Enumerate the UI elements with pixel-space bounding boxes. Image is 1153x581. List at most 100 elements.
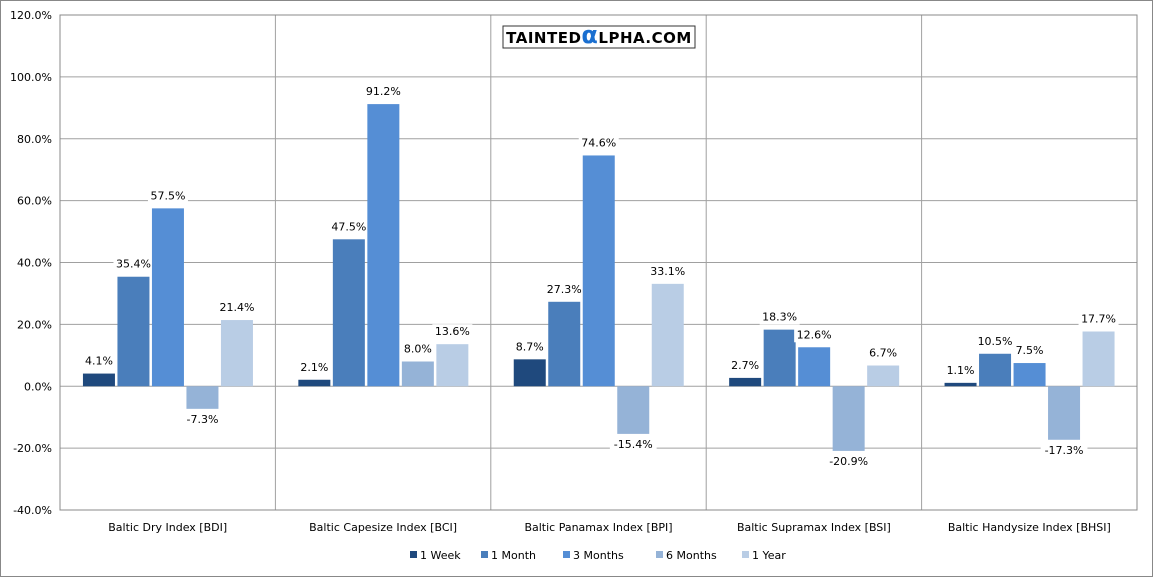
data-label: -20.9% [829, 455, 868, 468]
data-label: 91.2% [366, 85, 401, 98]
legend-label: 1 Week [420, 549, 461, 562]
bar-1-week [82, 373, 115, 387]
data-label-bg [363, 84, 404, 100]
data-label: 1.1% [947, 364, 975, 377]
data-label: 47.5% [331, 220, 366, 233]
y-tick-label: 60.0% [17, 195, 52, 208]
y-tick-label: -20.0% [13, 442, 52, 455]
data-label-bg [147, 188, 188, 204]
y-tick-label: 80.0% [17, 133, 52, 146]
logo-box [502, 25, 696, 49]
data-label: 4.1% [85, 355, 113, 368]
legend-label: 6 Months [666, 549, 717, 562]
data-label-bg [82, 353, 116, 369]
data-label: 2.1% [300, 361, 328, 374]
data-label: 21.4% [219, 301, 254, 314]
data-label: 6.7% [869, 347, 897, 360]
bar-1-week [513, 359, 546, 387]
data-label: -17.3% [1045, 444, 1084, 457]
data-label-bg [328, 219, 369, 235]
data-label: 2.7% [731, 359, 759, 372]
data-label-bg [866, 345, 900, 361]
data-label: 74.6% [581, 136, 616, 149]
bar-1-year [436, 344, 469, 387]
bar-3-months [151, 208, 184, 387]
bar-3-months [582, 155, 615, 387]
bar-6-months [617, 386, 650, 434]
data-label-bg [432, 324, 473, 340]
bar-1-month [979, 353, 1012, 387]
bar-1-year [220, 320, 253, 387]
logo: TAINTEDαLPHA.COM [502, 21, 696, 49]
data-label: 27.3% [547, 283, 582, 296]
logo-text: TAINTEDαLPHA.COM [506, 21, 692, 49]
y-tick-label: 0.0% [24, 380, 52, 393]
legend-swatch [656, 551, 663, 558]
legend-label: 1 Year [752, 549, 786, 562]
legend-label: 3 Months [573, 549, 624, 562]
bar-1-month [763, 329, 796, 387]
data-label-bg [647, 263, 688, 279]
plot-area [59, 14, 1138, 511]
data-label: 8.7% [516, 340, 544, 353]
data-label: 13.6% [435, 325, 470, 338]
data-label: 8.0% [404, 343, 432, 356]
bar-3-months [798, 347, 831, 387]
data-label: 17.7% [1081, 312, 1116, 325]
data-label: 57.5% [150, 189, 185, 202]
bar-3-months [367, 104, 400, 387]
legend-swatch [563, 551, 570, 558]
data-label: 10.5% [978, 335, 1013, 348]
bar-1-month [548, 301, 581, 387]
data-label: 7.5% [1016, 344, 1044, 357]
bar-6-months [1048, 386, 1081, 440]
y-tick-label: 40.0% [17, 257, 52, 270]
data-label-bg [113, 256, 154, 272]
data-label-bg [794, 327, 835, 343]
legend-swatch [742, 551, 749, 558]
bar-1-week [944, 382, 977, 387]
data-label-bg [297, 359, 331, 375]
x-tick-label: Baltic Supramax Index [BSI] [737, 521, 891, 534]
data-label-bg [578, 135, 619, 151]
bar-1-year [867, 365, 900, 387]
data-label-bg [975, 333, 1016, 349]
bar-1-week [298, 379, 331, 387]
bar-6-months [186, 386, 219, 409]
legend-swatch [481, 551, 488, 558]
bar-3-months [1013, 363, 1046, 387]
y-tick-label: 20.0% [17, 318, 52, 331]
data-label-bg [825, 453, 873, 469]
data-label-bg [943, 362, 978, 378]
data-label-bg [759, 309, 800, 325]
data-label: -15.4% [614, 438, 653, 451]
x-tick-label: Baltic Panamax Index [BPI] [524, 521, 672, 534]
legend-label: 1 Month [491, 549, 536, 562]
bar-6-months [401, 361, 434, 387]
bar-6-months [832, 386, 865, 451]
data-label-bg [1078, 311, 1119, 327]
data-label-bg [728, 357, 762, 373]
y-tick-label: 120.0% [10, 9, 52, 22]
data-label-bg [182, 411, 223, 427]
data-label: 18.3% [762, 311, 797, 324]
y-tick-label: -40.0% [13, 504, 52, 517]
y-tick-label: 100.0% [10, 71, 52, 84]
x-tick-label: Baltic Dry Index [BDI] [108, 521, 227, 534]
data-label-bg [1040, 442, 1088, 458]
x-tick-label: Baltic Capesize Index [BCI] [309, 521, 457, 534]
data-label-bg [1012, 343, 1047, 359]
bar-1-year [651, 283, 684, 387]
bar-1-month [332, 239, 365, 387]
bar-1-year [1082, 331, 1115, 387]
legend-swatch [410, 551, 417, 558]
bar-1-week [729, 377, 762, 387]
data-label-bg [544, 281, 585, 297]
data-label-bg [513, 339, 547, 355]
data-label-bg [216, 300, 257, 316]
data-label-bg [609, 436, 657, 452]
data-label: 35.4% [116, 258, 151, 271]
data-label: -7.3% [186, 413, 218, 426]
